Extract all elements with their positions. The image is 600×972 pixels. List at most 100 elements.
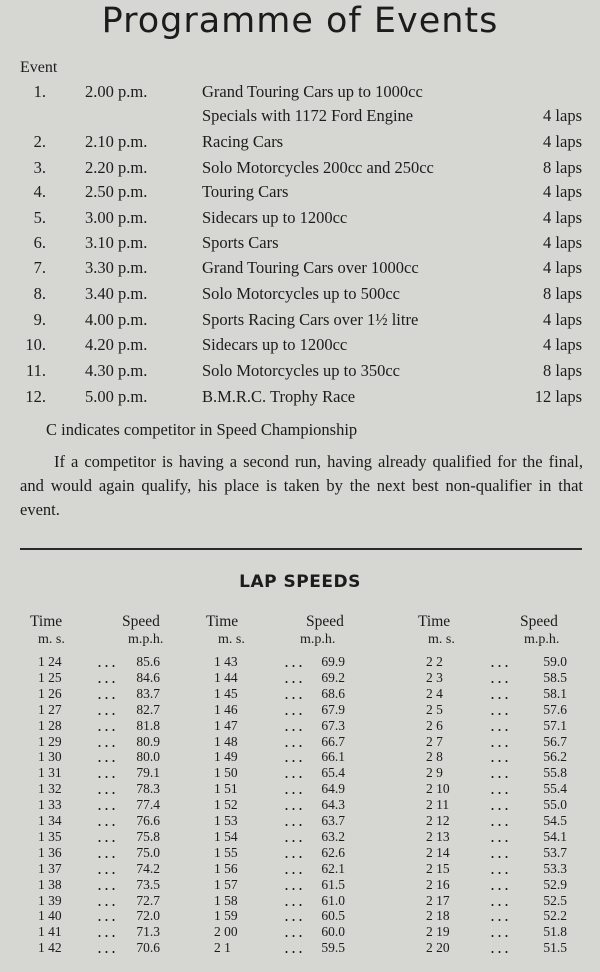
event-laps: 4 laps	[543, 132, 582, 151]
lap-time: 1 36	[38, 844, 62, 860]
leader-dots	[489, 824, 511, 826]
leader-dots	[96, 808, 118, 811]
lap-speed: 77.4	[136, 797, 160, 813]
lap-time: 2 12	[426, 813, 450, 828]
lap-speed: 57.6	[543, 701, 567, 717]
lap-speed: 53.7	[543, 844, 567, 860]
event-name: Racing Cars	[202, 132, 284, 151]
lap-speed: 83.7	[136, 685, 160, 701]
event-time: 4.30 p.m.	[85, 361, 148, 380]
event-time: 2.20 p.m.	[85, 158, 148, 177]
lap-time: 1 35	[38, 828, 62, 844]
event-number: 2.	[33, 132, 46, 151]
leader-dots	[283, 744, 305, 747]
lap-speed: 65.4	[321, 765, 345, 781]
lap-time: 1 43	[214, 654, 238, 669]
lap-time: 2 10	[426, 781, 450, 797]
leader-dots	[283, 935, 305, 938]
lap-speed: 69.2	[321, 669, 345, 685]
lap-time: 1 30	[38, 749, 62, 765]
lap-time: 2 13	[426, 828, 450, 844]
leader-dots	[489, 744, 511, 747]
leader-dots	[489, 680, 511, 683]
leader-dots	[283, 728, 305, 731]
time-unit: m. s.	[38, 632, 65, 647]
event-time: 3.10 p.m.	[85, 233, 148, 252]
lap-speed: 56.2	[543, 749, 567, 765]
lap-speed: 59.5	[321, 940, 345, 956]
lap-time: 1 55	[214, 844, 238, 860]
lap-time: 1 53	[214, 813, 238, 828]
lap-time: 2 9	[426, 765, 443, 781]
lap-speed: 64.3	[321, 797, 345, 813]
event-time: 4.20 p.m.	[85, 335, 148, 354]
lap-time: 1 47	[214, 717, 238, 733]
lap-speed: 68.6	[321, 685, 345, 701]
leader-dots	[96, 887, 118, 890]
event-number: 3.	[33, 158, 46, 177]
lap-time: 2 5	[426, 701, 443, 717]
event-time: 3.00 p.m.	[85, 208, 148, 227]
leader-dots	[283, 808, 305, 811]
lap-time: 1 32	[38, 781, 62, 797]
event-name: Sports Cars	[202, 233, 279, 252]
lap-speed: 70.6	[136, 940, 160, 956]
lap-time: 1 58	[214, 892, 238, 908]
event-number: 10.	[25, 335, 46, 354]
lap-time: 1 26	[38, 685, 62, 701]
lap-time: 1 40	[38, 908, 62, 924]
lap-time: 2 16	[426, 876, 450, 892]
leader-dots	[489, 792, 511, 795]
lap-speed: 66.1	[321, 749, 345, 765]
leader-dots	[283, 760, 305, 763]
leader-dots	[283, 696, 305, 699]
leader-dots	[489, 665, 511, 667]
lap-time: 1 34	[38, 813, 62, 828]
leader-dots	[489, 696, 511, 699]
lap-time: 2 6	[426, 717, 443, 733]
lap-speed: 80.9	[136, 733, 160, 749]
leader-dots	[489, 919, 511, 922]
event-time: 2.00 p.m.	[85, 82, 148, 101]
event-name: Solo Motorcycles up to 350cc	[202, 361, 400, 380]
lap-speed: 55.0	[543, 797, 567, 813]
lap-speed: 64.9	[321, 781, 345, 797]
leader-dots	[96, 871, 118, 874]
leader-dots	[96, 824, 118, 826]
lap-speed: 82.7	[136, 701, 160, 717]
leader-dots	[489, 776, 511, 779]
leader-dots	[489, 728, 511, 731]
lap-speed: 55.4	[543, 781, 567, 797]
lap-speed: 59.0	[543, 654, 567, 669]
lap-speed: 54.1	[543, 828, 567, 844]
lap-time: 1 59	[214, 908, 238, 924]
lap-speed: 53.3	[543, 860, 567, 876]
lap-time: 1 48	[214, 733, 238, 749]
leader-dots	[489, 808, 511, 811]
leader-dots	[283, 951, 305, 954]
event-laps: 4 laps	[543, 335, 582, 354]
event-laps: 4 laps	[543, 182, 582, 201]
leader-dots	[283, 792, 305, 795]
leader-dots	[283, 824, 305, 826]
event-name: Solo Motorcycles 200cc and 250cc	[202, 158, 434, 177]
lap-time: 1 50	[214, 765, 238, 781]
lap-time: 1 25	[38, 669, 62, 685]
time-header: Time	[418, 613, 451, 630]
lap-speed: 58.5	[543, 669, 567, 685]
lap-time: 1 44	[214, 669, 238, 685]
event-laps: 12 laps	[534, 387, 582, 406]
lap-time: 1 33	[38, 797, 62, 813]
event-laps: 4 laps	[543, 106, 582, 125]
event-time: 3.40 p.m.	[85, 284, 148, 303]
leader-dots	[489, 935, 511, 938]
leader-dots	[96, 919, 118, 922]
lap-time: 1 51	[214, 781, 238, 797]
divider	[20, 548, 582, 550]
leader-dots	[489, 712, 511, 715]
leader-dots	[96, 855, 118, 858]
lap-time: 2 2	[426, 654, 443, 669]
lap-time: 2 4	[426, 685, 443, 701]
lap-time: 1 41	[38, 924, 62, 940]
